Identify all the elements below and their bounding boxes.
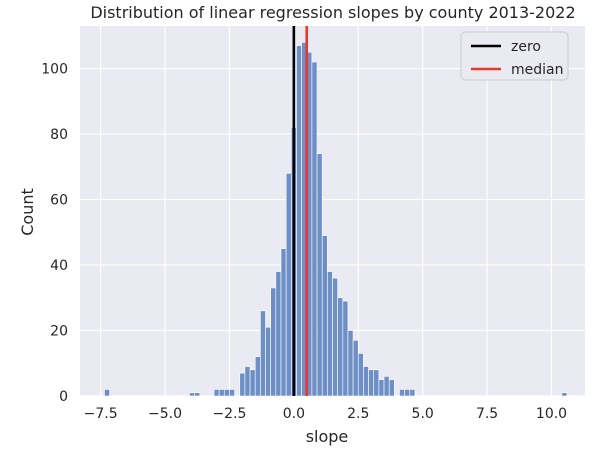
y-tick-label-5: 100 — [41, 62, 68, 78]
histogram-bar-1 — [189, 392, 195, 397]
x-tick-label-6: 7.5 — [476, 406, 498, 422]
histogram-bar-18 — [296, 45, 302, 397]
histogram-bar-26 — [337, 297, 344, 397]
y-tick-label-0: 0 — [59, 389, 68, 405]
histogram-bar-0 — [104, 389, 110, 397]
legend-label-median: median — [511, 62, 563, 78]
histogram-bar-27 — [342, 300, 349, 397]
histogram-bar-40 — [561, 392, 568, 397]
histogram-bar-34 — [378, 379, 385, 397]
histogram-bar-29 — [352, 340, 359, 397]
histogram-bar-36 — [388, 379, 395, 397]
chart-title: Distribution of linear regression slopes… — [90, 3, 575, 22]
reference-lines — [292, 26, 309, 396]
x-tick-label-0: −7.5 — [84, 406, 118, 422]
histogram-bar-14 — [275, 271, 282, 397]
y-tick-label-1: 20 — [50, 324, 68, 340]
x-tick-label-2: −2.5 — [212, 406, 246, 422]
histogram-bar-7 — [239, 372, 246, 397]
histogram-bar-21 — [311, 61, 318, 397]
histogram-bar-6 — [229, 389, 235, 397]
histogram-bar-39 — [409, 389, 416, 397]
histogram-bar-16 — [285, 173, 292, 397]
histogram-bar-4 — [218, 389, 225, 397]
histogram-bar-35 — [383, 376, 390, 397]
histogram-bar-25 — [332, 277, 338, 397]
x-tick-label-5: 5.0 — [412, 406, 434, 422]
x-axis-ticks: −7.5 −5.0 −2.5 0.0 2.5 5.0 7.5 10.0 — [84, 406, 567, 422]
histogram-bar-22 — [316, 153, 323, 397]
histogram-bar-32 — [368, 369, 374, 397]
histogram-bar-24 — [327, 271, 333, 397]
x-tick-label-7: 10.0 — [536, 406, 567, 422]
y-tick-label-2: 40 — [50, 258, 68, 274]
y-tick-label-4: 80 — [50, 127, 68, 143]
y-axis-ticks: 0 20 40 60 80 100 — [41, 62, 68, 405]
histogram-bar-37 — [399, 389, 405, 397]
histogram-bar-9 — [249, 369, 256, 397]
x-axis-label: slope — [306, 427, 349, 446]
histogram-bar-38 — [404, 389, 411, 397]
histogram-bar-5 — [224, 389, 230, 397]
histogram-bar-8 — [244, 366, 251, 397]
x-tick-label-4: 2.5 — [347, 406, 369, 422]
y-axis-label: Count — [18, 188, 37, 236]
histogram-bar-28 — [347, 330, 354, 397]
histogram-bar-13 — [270, 287, 277, 397]
histogram-bar-12 — [265, 326, 271, 397]
legend-label-zero: zero — [511, 39, 541, 55]
histogram-bar-23 — [321, 235, 328, 397]
y-tick-label-3: 60 — [50, 193, 68, 209]
histogram-bar-2 — [194, 392, 201, 397]
x-tick-label-1: −5.0 — [148, 406, 182, 422]
histogram-bar-11 — [260, 310, 266, 397]
histogram-bar-30 — [357, 353, 364, 397]
histogram-bar-33 — [373, 369, 380, 397]
x-tick-label-3: 0.0 — [283, 406, 305, 422]
histogram-bar-15 — [280, 248, 287, 397]
histogram-bar-10 — [254, 356, 261, 397]
histogram-bar-3 — [213, 389, 220, 397]
histogram-bar-31 — [363, 366, 369, 397]
legend: zero median — [460, 31, 569, 81]
